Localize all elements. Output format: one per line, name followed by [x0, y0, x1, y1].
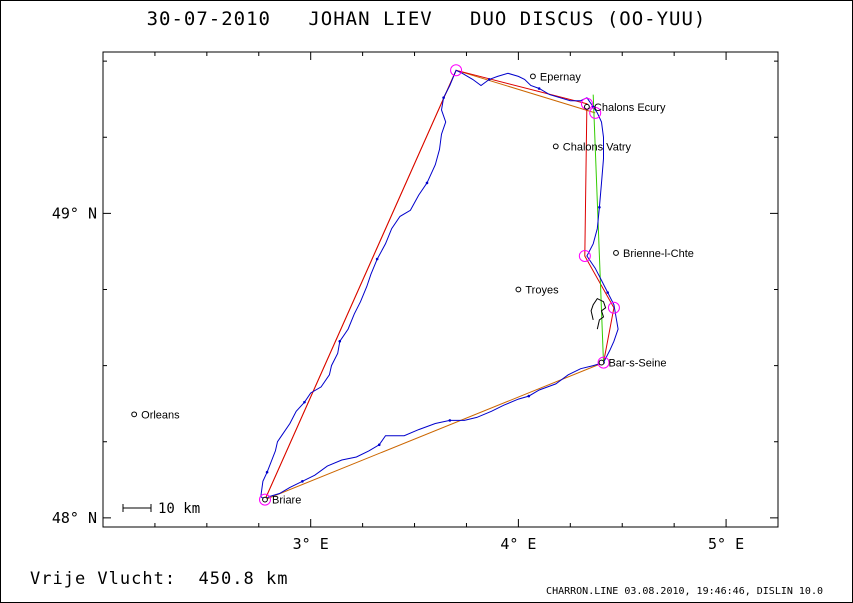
- turnpoint-circle: [450, 64, 463, 77]
- track-fix: [301, 480, 304, 483]
- town-marker: [262, 496, 268, 503]
- town-label: Briare: [272, 495, 301, 507]
- town-marker: [530, 73, 536, 80]
- track-fix: [442, 96, 445, 99]
- y-tick-label: 49° N: [52, 204, 97, 222]
- town-marker: [552, 143, 559, 150]
- track-fix: [338, 339, 342, 343]
- track-fix: [375, 257, 379, 261]
- distance-label: Vrije Vlucht:: [30, 569, 177, 589]
- turnpoint-circle: [607, 301, 620, 314]
- map-frame: [102, 51, 779, 528]
- town-label: Troyes: [525, 285, 559, 297]
- cloud-outline: [590, 297, 607, 330]
- y-tick-label: 48° N: [52, 509, 97, 527]
- town-label: Orleans: [141, 409, 180, 421]
- town-label: Bar-s-Seine: [608, 358, 666, 370]
- axis-tick-labels: 3° E 4° E 5° E 48° N 49° N: [52, 204, 744, 553]
- scale-bar: 10 km: [122, 501, 200, 517]
- cloud-symbol: [590, 297, 607, 330]
- distance-value: 450.8 km: [198, 569, 289, 589]
- turnpoint-circle: [597, 356, 610, 369]
- turnpoint-circle: [589, 106, 602, 119]
- task-routes: [264, 69, 615, 501]
- route-line: [264, 362, 604, 501]
- track-fix: [488, 78, 491, 81]
- town-label: Epernay: [540, 71, 581, 83]
- track-fix: [448, 419, 452, 422]
- town-marker: [613, 250, 619, 256]
- town-label: Chalons Vatry: [563, 141, 632, 153]
- track-line: [260, 69, 619, 501]
- route-line: [264, 69, 615, 500]
- town-marker: [515, 286, 522, 293]
- x-tick-label: 4° E: [500, 535, 536, 553]
- track-fix: [537, 87, 541, 90]
- turnpoint-circle: [578, 250, 591, 263]
- track-fix: [377, 443, 381, 447]
- x-tick-label: 5° E: [708, 535, 744, 553]
- track-fix: [265, 470, 269, 474]
- render-credit: CHARRON.LINE 03.08.2010, 19:46:46, DISLI…: [546, 586, 823, 597]
- town-label: Brienne-l-Chte: [623, 248, 694, 260]
- distance-readout: Vrije Vlucht: 450.8 km: [30, 569, 288, 589]
- town-label: Chalons Ecury: [594, 102, 666, 114]
- scale-bar-label: 10 km: [158, 501, 200, 517]
- track-fix: [425, 181, 429, 185]
- town-marker: [131, 411, 138, 418]
- turnpoints: [259, 64, 620, 506]
- x-tick-label: 3° E: [293, 535, 329, 553]
- town-marker: [584, 103, 590, 110]
- town-marker: [598, 359, 605, 366]
- track-fix: [598, 205, 601, 209]
- towns: Epernay Chalons Ecury Chalons Vatry Brienne…: [131, 71, 694, 507]
- track-fix: [303, 400, 306, 404]
- track-fix: [606, 291, 609, 294]
- flight-track: [260, 69, 619, 501]
- track-fix: [527, 394, 531, 398]
- axis-ticks: [103, 52, 779, 527]
- turnpoint-circle: [259, 493, 271, 506]
- page-title: 30-07-2010 JOHAN LIEV DUO DISCUS (OO-YUU…: [146, 8, 707, 30]
